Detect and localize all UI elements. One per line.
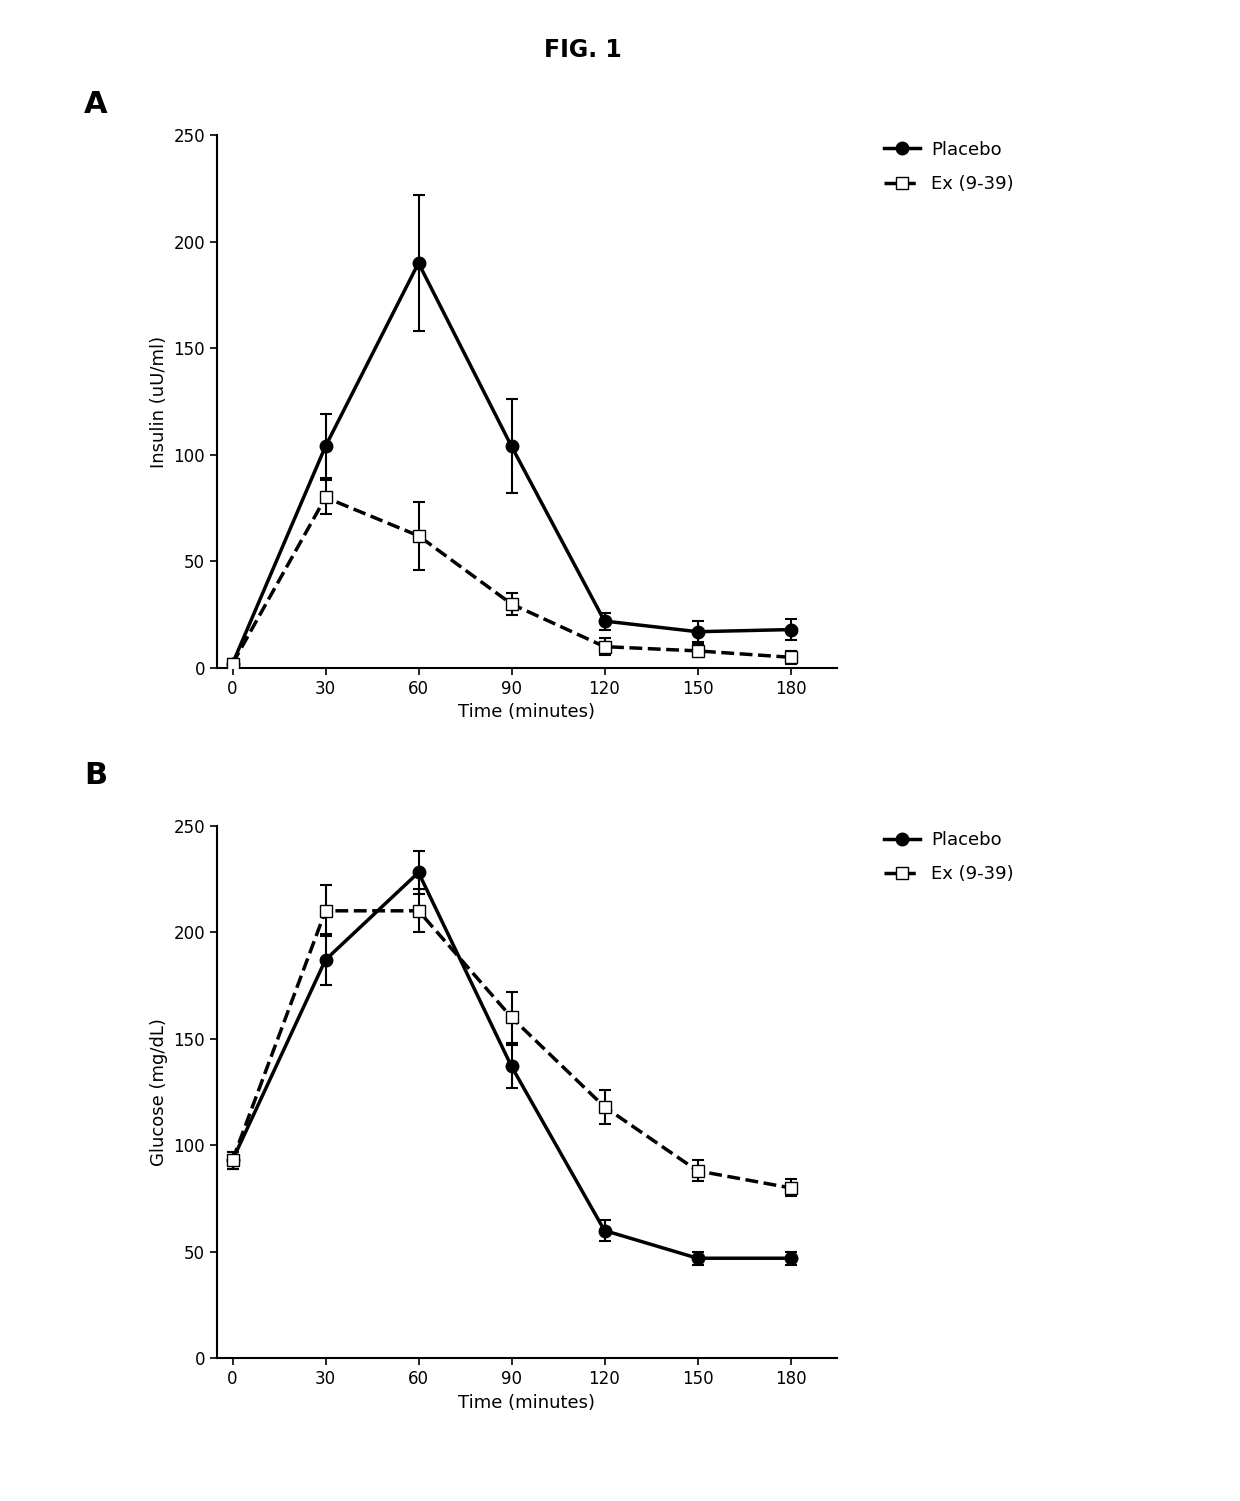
X-axis label: Time (minutes): Time (minutes) <box>459 704 595 722</box>
X-axis label: Time (minutes): Time (minutes) <box>459 1394 595 1412</box>
Y-axis label: Glucose (mg/dL): Glucose (mg/dL) <box>150 1018 167 1166</box>
Text: B: B <box>84 761 108 790</box>
Legend: Placebo, Ex (9-39): Placebo, Ex (9-39) <box>877 134 1021 200</box>
Legend: Placebo, Ex (9-39): Placebo, Ex (9-39) <box>877 824 1021 890</box>
Text: FIG. 1: FIG. 1 <box>544 38 621 62</box>
Text: A: A <box>84 90 108 119</box>
Y-axis label: Insulin (uU/ml): Insulin (uU/ml) <box>150 335 167 468</box>
